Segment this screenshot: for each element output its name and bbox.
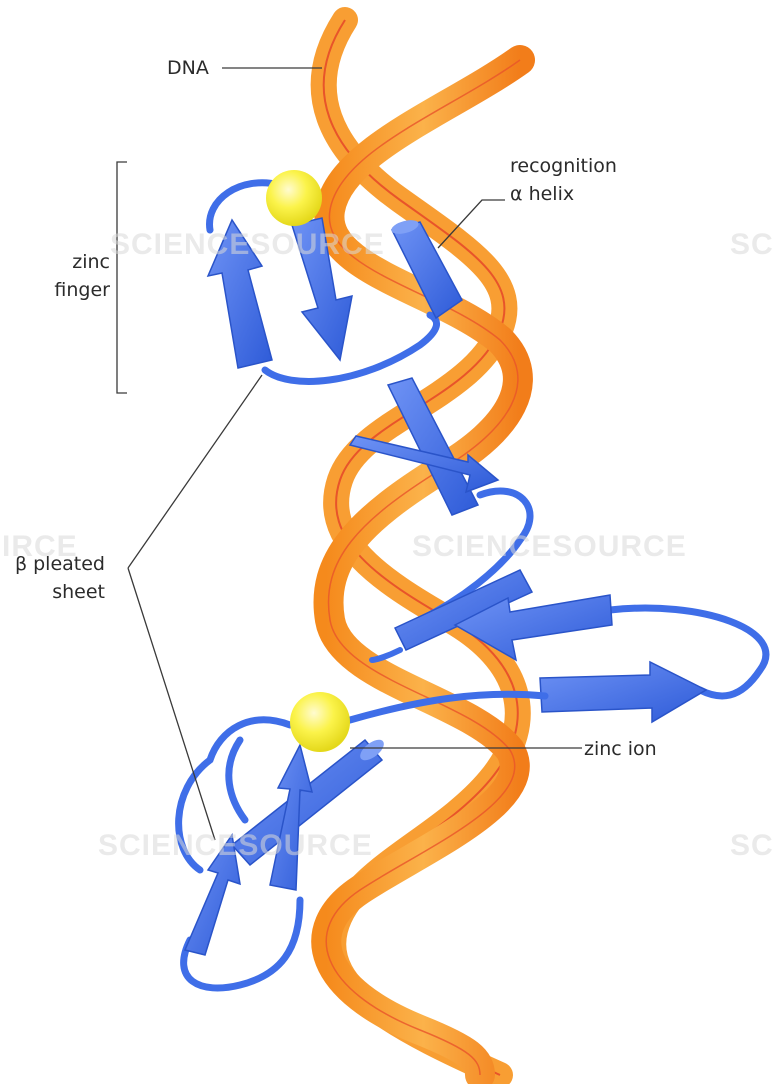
recognition-leader-line [437,199,505,249]
watermark-text: SC [730,228,774,261]
lower-zinc-ion [290,692,350,752]
lower-loop-2 [175,716,304,992]
zinc-finger-label-line2: finger [54,279,110,301]
watermark-text: SCIENCESOURCE [98,829,373,862]
right-loop [606,604,770,700]
watermark-text: SCIENCESOURCE [412,530,687,563]
middle-helix-2 [393,569,534,651]
lower-beta-strand-1 [183,833,241,956]
zinc-finger-bracket [116,161,127,394]
beta-sheet-label-line2: sheet [52,581,105,603]
watermark-text: IRCE [2,530,78,563]
lower-beta-strand-2 [269,742,314,891]
right-beta-strand-1 [453,594,613,662]
dna-label: DNA [167,57,209,79]
recognition-label-line1: recognition [510,155,617,177]
zinc-ion-label: zinc ion [584,738,657,760]
right-beta-strand-2 [539,660,708,724]
middle-helix [386,377,480,516]
middle-protein [348,377,534,663]
lower-zinc-finger [175,690,549,992]
dna-strand-front-edge [325,59,521,1076]
upper-zinc-finger [206,170,463,385]
right-beta-hairpin [453,594,770,724]
zinc-finger-label-line1: zinc [72,251,110,273]
beta-sheet-leader-line [127,374,263,841]
upper-beta-strand-2 [291,217,353,362]
watermark-text: SCIENCESOURCE [110,228,385,261]
beta-sheet-label-line1: β pleated [14,553,105,575]
lower-alpha-helix [230,738,384,867]
recognition-label-line2: α helix [510,183,575,205]
middle-beta-strand-1 [348,435,500,494]
middle-tail [369,647,403,663]
dna-helix [310,7,535,1084]
watermark-text: SC [730,829,774,862]
upper-zinc-ion [266,170,322,226]
leader-lines [116,67,582,841]
upper-beta-strand-1 [206,218,273,369]
lower-loop-1 [346,690,549,724]
upper-loop [206,179,440,385]
